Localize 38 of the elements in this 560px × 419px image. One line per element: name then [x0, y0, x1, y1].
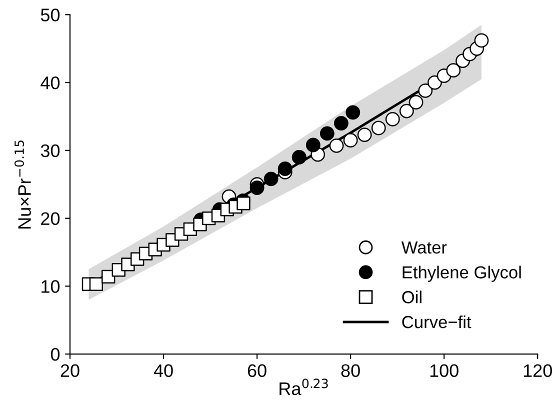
y-tick-label: 10: [42, 280, 60, 293]
x-tick-label: 20: [60, 364, 80, 378]
point: [357, 128, 372, 142]
point: [334, 116, 348, 130]
y-tick-label: 0: [50, 348, 60, 361]
x-tick-label: 120: [524, 364, 552, 378]
y-tick-label: 30: [40, 144, 60, 158]
point: [385, 112, 400, 126]
y-tick-label: 50: [40, 8, 60, 22]
x-tick-label: 100: [430, 364, 458, 378]
legend-label: Curve−fit: [402, 315, 472, 328]
point: [371, 120, 386, 136]
point: [428, 75, 442, 90]
point: [399, 104, 414, 118]
y-tick-label: 20: [41, 212, 60, 226]
y-axis-title: Nu×Pr$^{−0.15}$: [14, 140, 31, 228]
y-tick-label: 40: [40, 76, 60, 90]
point: [408, 95, 424, 110]
point: [250, 180, 264, 195]
point: [320, 126, 334, 141]
point: [446, 63, 461, 78]
legend-label: Oil: [402, 290, 422, 304]
point: [236, 196, 250, 210]
x-tick-label: 60: [248, 364, 266, 378]
point: [346, 105, 360, 120]
legend-label: Ethylene Glycol: [402, 266, 521, 282]
legend-label: Water: [401, 242, 447, 254]
point: [89, 277, 104, 291]
point: [343, 133, 358, 148]
point: [306, 138, 320, 152]
x-tick-label: 80: [341, 364, 360, 378]
point: [474, 33, 489, 48]
x-axis-title: Ra$^{0.23}$: [280, 378, 328, 396]
point: [418, 83, 433, 98]
x-tick-label: 40: [154, 364, 173, 378]
point: [278, 162, 292, 176]
point: [329, 138, 344, 153]
point: [264, 172, 278, 186]
